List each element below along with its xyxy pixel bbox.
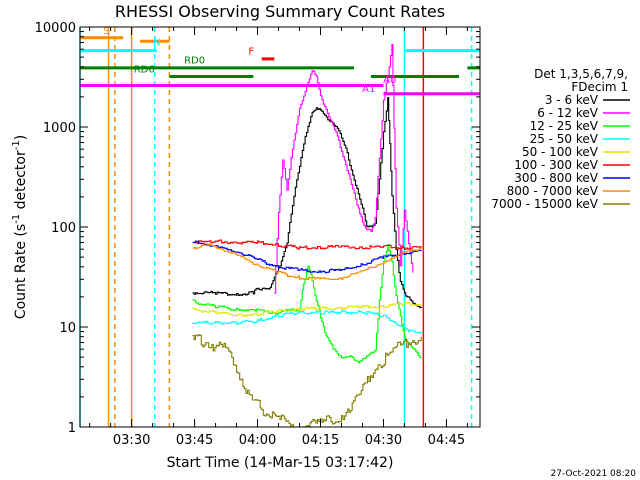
y-tick-label-4: 10000 [35,21,76,36]
footer-date: 27-Oct-2021 08:20 [551,469,637,479]
series-line-0 [192,97,422,309]
legend-label-4: 50 - 100 keV [522,145,599,159]
plot-area: S N F RD0 RD6 A0 A1 [79,26,480,428]
state-bar-label-9: A0 [383,75,396,86]
series-line-2 [192,244,422,364]
y-axis-label-close: ) [13,135,29,140]
legend-label-3: 25 - 50 keV [530,132,599,146]
x-tick-label-4: 04:30 [365,433,402,448]
y-axis-label-unit: detector [13,150,29,214]
series-line-3 [192,310,422,334]
series-line-4 [192,301,422,317]
legend-label-7: 800 - 7000 keV [507,184,599,198]
y-tick-label-1: 10 [59,321,76,336]
axes: 1 10 100 1000 10000 03:30 03:45 04:00 04:15 04:30… [35,21,480,448]
legend-label-1: 6 - 12 keV [537,106,599,120]
y-tick-label-0: 1 [68,421,76,436]
y-axis-label-unit-exp: -1 [11,140,22,150]
y-tick-label-2: 100 [51,221,76,236]
series-line-5 [192,239,422,250]
x-axis-start-time: 14-Mar-15 03:17:42 [249,455,388,471]
state-bar-label-2: N [153,38,160,49]
y-axis-label-main: Count Rate (s [13,224,29,319]
x-axis-label-prefix: Start Time ( [167,455,250,471]
x-axis-label: Start Time (14-Mar-15 03:17:42) [167,455,394,471]
state-bar-label-5: RD0 [184,56,205,67]
chart-title: RHESSI Observing Summary Count Rates [115,2,445,21]
x-tick-label-2: 04:00 [239,433,276,448]
state-bar-label-7: RD6 [134,65,155,76]
series-line-6 [192,240,422,274]
y-tick-label-3: 1000 [43,121,76,136]
legend-label-6: 300 - 800 keV [514,171,598,185]
series-line-1 [274,44,414,294]
y-axis-label-exp: -1 [11,214,22,224]
x-tick-label-3: 04:15 [302,433,339,448]
legend-header-line-1: Det 1,3,5,6,7,9, [534,67,628,81]
x-tick-label-1: 03:45 [176,433,213,448]
series-line-7 [192,243,422,281]
legend-label-5: 100 - 300 keV [514,158,598,172]
legend-header-line-2: FDecim 1 [571,80,628,94]
x-axis-label-suffix: ) [388,455,393,471]
state-bar-label-10: A1 [362,84,375,95]
state-bar-label-0: S [103,26,109,37]
legend-label-0: 3 - 6 keV [545,93,599,107]
y-axis-label: Count Rate (s-1 detector-1) [11,135,29,319]
state-bar-label-4: F [248,47,254,58]
series-line-8 [192,334,422,428]
x-tick-label-5: 04:45 [428,433,465,448]
legend-label-2: 12 - 25 keV [530,119,599,133]
legend-label-8: 7000 - 15000 keV [491,197,598,211]
x-tick-label-0: 03:30 [113,433,150,448]
